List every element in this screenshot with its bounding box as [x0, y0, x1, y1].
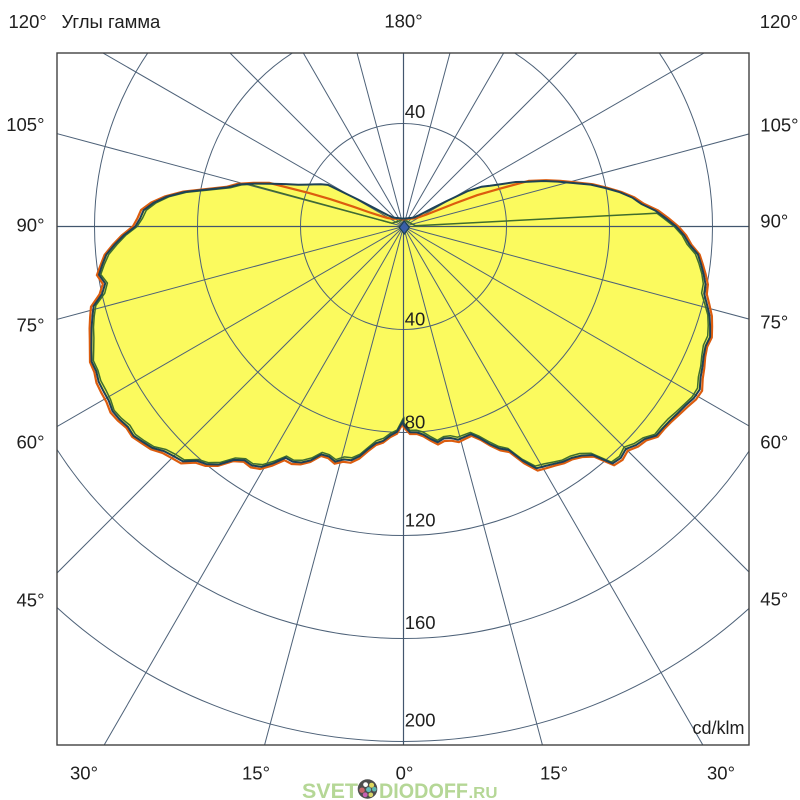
svg-text:105°: 105° [760, 114, 798, 135]
svg-text:180°: 180° [384, 11, 422, 32]
svg-text:75°: 75° [17, 315, 45, 336]
svg-text:15°: 15° [242, 763, 270, 784]
svg-text:200: 200 [405, 710, 436, 731]
svg-text:.RU: .RU [469, 785, 498, 800]
svg-text:40: 40 [405, 309, 426, 330]
svg-text:60°: 60° [760, 432, 788, 453]
svg-text:SVET: SVET [302, 780, 358, 800]
svg-text:30°: 30° [707, 763, 735, 784]
svg-text:DIODOFF: DIODOFF [379, 780, 468, 800]
svg-text:120: 120 [405, 510, 436, 531]
svg-text:40: 40 [405, 101, 426, 122]
svg-text:105°: 105° [6, 114, 44, 135]
svg-text:160: 160 [405, 612, 436, 633]
svg-text:90°: 90° [17, 215, 45, 236]
svg-text:80: 80 [405, 412, 426, 433]
svg-text:60°: 60° [17, 432, 45, 453]
svg-text:75°: 75° [760, 312, 788, 333]
svg-text:120°: 120° [9, 11, 47, 32]
svg-text:0°: 0° [396, 763, 414, 784]
svg-text:cd/klm: cd/klm [692, 718, 744, 738]
svg-text:45°: 45° [760, 589, 788, 610]
svg-text:15°: 15° [540, 763, 568, 784]
svg-text:120°: 120° [760, 11, 798, 32]
svg-text:30°: 30° [70, 763, 98, 784]
svg-text:45°: 45° [17, 590, 45, 611]
svg-text:Углы гамма: Углы гамма [62, 11, 162, 32]
svg-text:90°: 90° [760, 211, 788, 232]
